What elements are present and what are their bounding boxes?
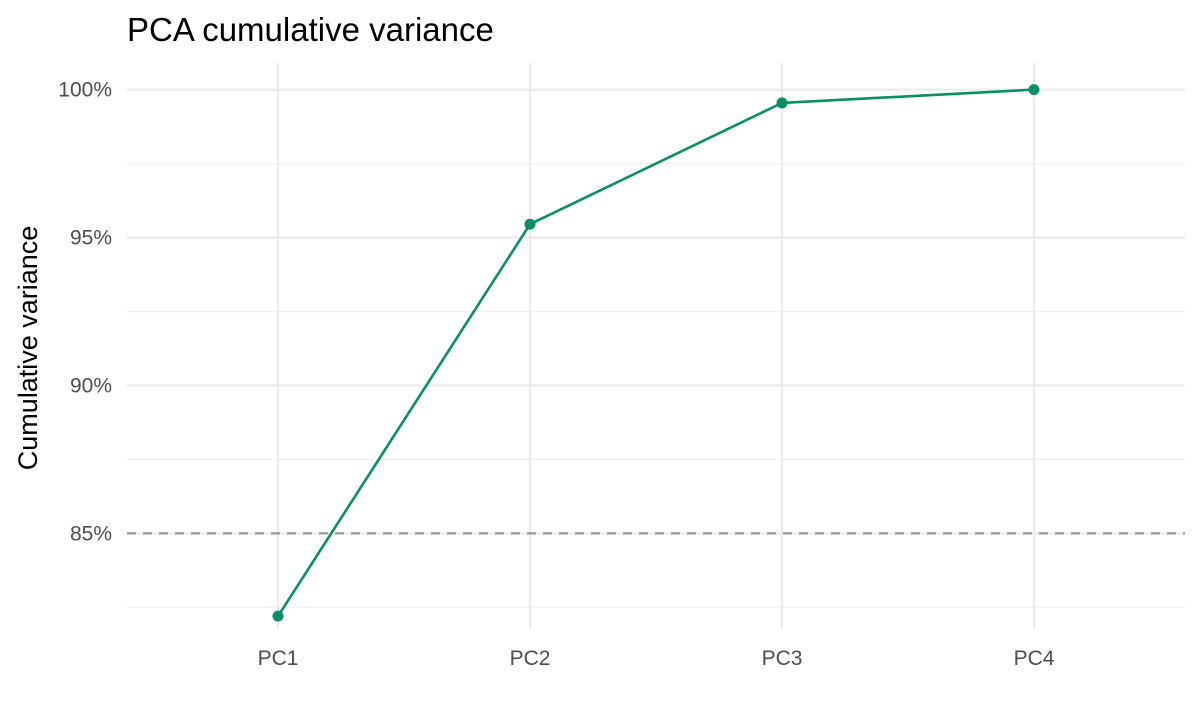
x-tick-label-pc3: PC3 xyxy=(762,647,803,670)
data-point-pc4 xyxy=(1028,84,1040,96)
y-tick-label-95: 95% xyxy=(70,227,112,250)
chart-title: PCA cumulative variance xyxy=(127,11,494,48)
x-tick-label-pc1: PC1 xyxy=(258,647,299,670)
grid-layer xyxy=(127,63,1185,628)
series-line xyxy=(276,88,1035,617)
y-tick-label-90: 90% xyxy=(70,374,112,397)
series-layer xyxy=(272,84,1040,622)
y-tick-label-100: 100% xyxy=(58,79,112,102)
data-point-pc2 xyxy=(524,218,536,230)
x-tick-labels: PC1 PC2 PC3 PC4 xyxy=(258,647,1055,670)
y-tick-label-85: 85% xyxy=(70,522,112,545)
y-axis-title: Cumulative variance xyxy=(13,226,43,471)
data-point-pc1 xyxy=(272,610,284,622)
data-point-pc3 xyxy=(776,97,788,109)
x-tick-label-pc4: PC4 xyxy=(1014,647,1055,670)
x-tick-label-pc2: PC2 xyxy=(510,647,551,670)
y-tick-labels: 85% 90% 95% 100% xyxy=(58,79,112,546)
